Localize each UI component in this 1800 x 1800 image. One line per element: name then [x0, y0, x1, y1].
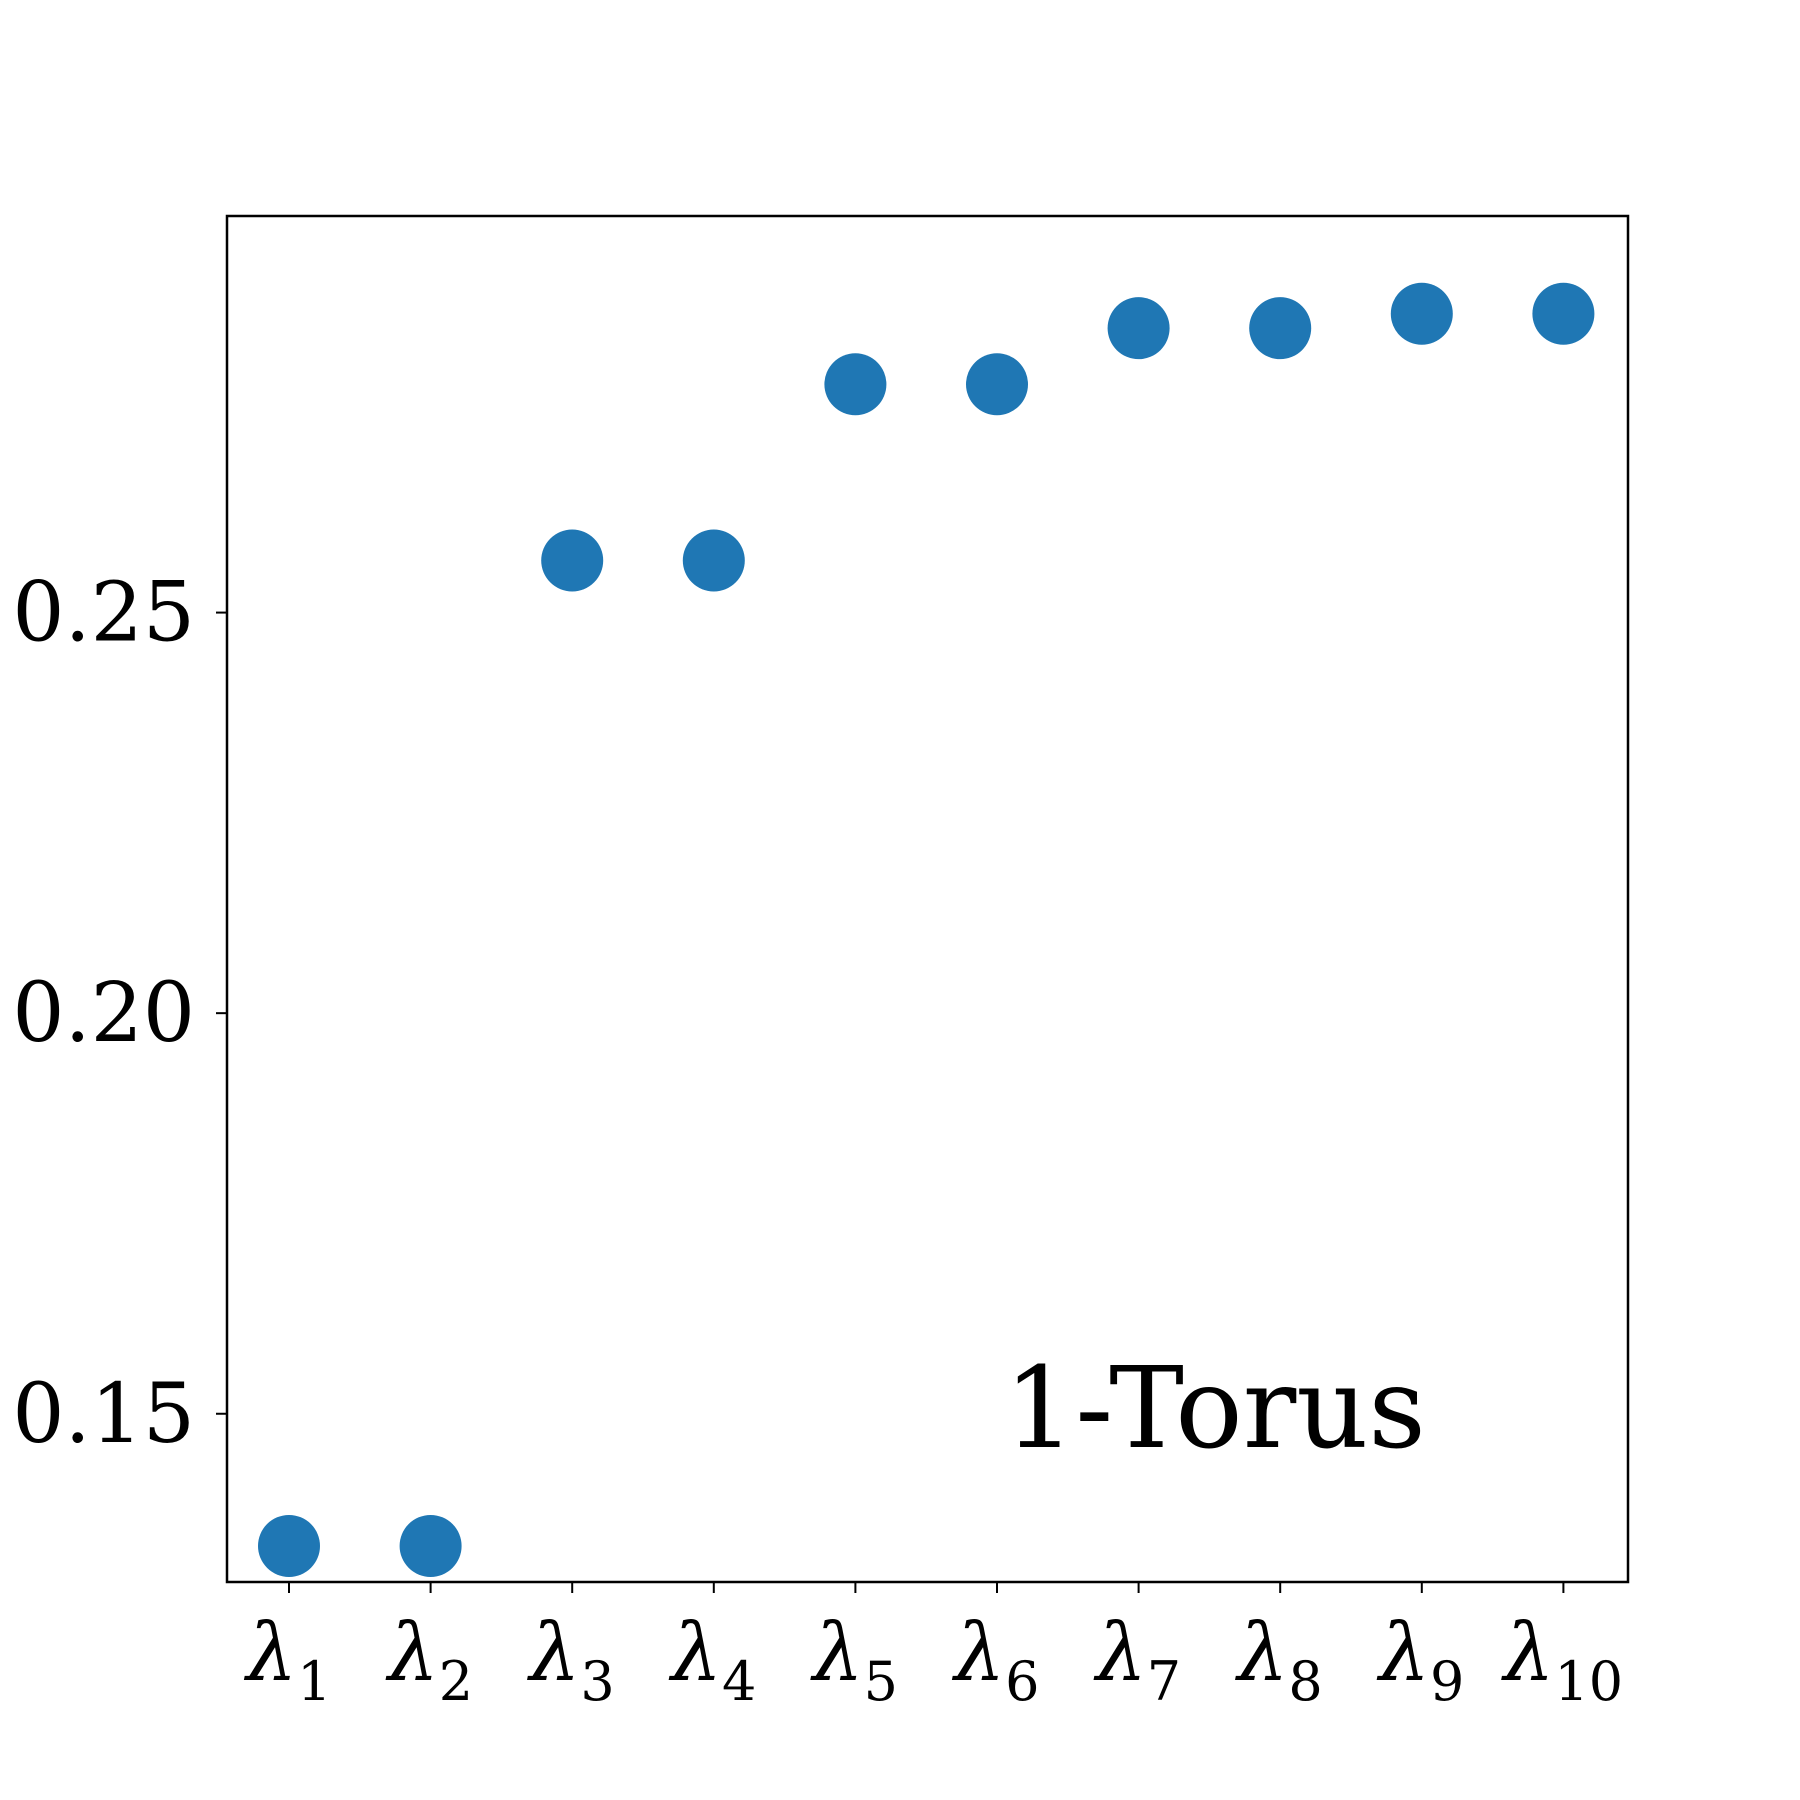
data-point — [682, 529, 745, 592]
data-point — [1249, 297, 1312, 360]
x-tick-label: λ1 — [243, 1606, 331, 1713]
data-point — [541, 529, 604, 592]
x-tick-label: λ4 — [668, 1606, 756, 1713]
data-point — [824, 353, 887, 416]
x-tick-label: λ3 — [527, 1606, 615, 1713]
y-tick-label: 0.25 — [12, 566, 195, 661]
y-tick-label: 0.15 — [12, 1367, 195, 1462]
data-point — [1532, 282, 1595, 345]
x-tick-label: λ6 — [951, 1606, 1039, 1713]
data-point — [399, 1514, 462, 1577]
plot-frame — [225, 214, 1630, 1584]
x-tick-label: λ7 — [1093, 1606, 1181, 1713]
y-axis-ticks: 0.15 0.20 0.25 — [12, 566, 227, 1462]
chart-annotation: 1-Torus — [1004, 1344, 1426, 1474]
data-point — [1390, 282, 1453, 345]
data-point — [1107, 297, 1170, 360]
data-point — [258, 1514, 320, 1577]
data-points — [258, 282, 1595, 1577]
x-tick-label: λ9 — [1376, 1606, 1464, 1713]
x-axis-ticks: λ1 λ2 λ3 λ4 λ5 λ6 λ7 λ8 λ9 λ10 — [243, 1582, 1623, 1713]
x-tick-label: λ5 — [810, 1606, 898, 1713]
data-point — [966, 353, 1028, 416]
x-tick-label: λ8 — [1235, 1606, 1323, 1713]
y-tick-label: 0.20 — [12, 966, 195, 1061]
x-tick-label: λ2 — [385, 1606, 473, 1713]
x-tick-label: λ10 — [1501, 1606, 1623, 1713]
